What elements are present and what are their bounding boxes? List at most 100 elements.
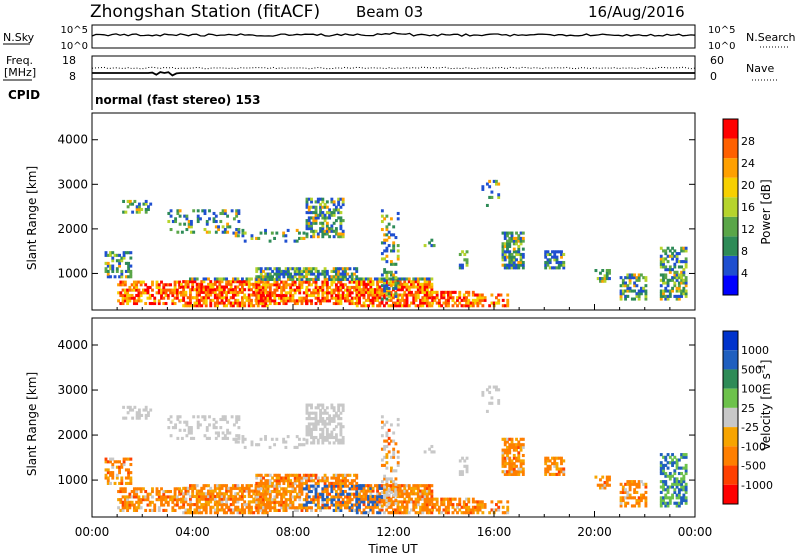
- power-cell: [389, 277, 393, 281]
- velocity-cell: [633, 504, 637, 508]
- power-cell: [392, 241, 396, 245]
- velocity-cell: [492, 385, 496, 389]
- velocity-cell: [321, 403, 325, 407]
- power-cell: [490, 301, 494, 305]
- power-cell: [265, 304, 269, 308]
- power-cell: [407, 280, 411, 284]
- velocity-cell: [259, 508, 263, 512]
- velocity-cell: [245, 503, 249, 507]
- power-cell: [237, 230, 241, 234]
- power-cell: [376, 277, 380, 281]
- velocity-cell: [355, 489, 359, 494]
- velocity-cell: [495, 508, 498, 512]
- power-cell: [202, 290, 206, 294]
- velocity-cell: [497, 388, 501, 392]
- velocity-cell: [405, 500, 409, 504]
- power-cell: [341, 200, 345, 204]
- velocity-cell: [141, 498, 145, 502]
- velocity-cell: [305, 403, 309, 407]
- power-cell: [218, 277, 222, 281]
- velocity-cell: [398, 489, 402, 493]
- power-cell: [433, 296, 437, 300]
- velocity-cell: [385, 493, 389, 497]
- velocity-cell: [332, 408, 336, 413]
- power-cell: [664, 249, 668, 253]
- velocity-cell: [383, 463, 387, 467]
- velocity-cell: [259, 500, 263, 504]
- velocity-cell: [124, 457, 128, 461]
- velocity-cell: [330, 500, 334, 504]
- velocity-cell: [339, 473, 343, 477]
- power-cell: [139, 283, 143, 287]
- power-cell: [305, 272, 308, 276]
- velocity-cell: [300, 476, 304, 480]
- power-cell: [109, 267, 112, 271]
- power-cell: [360, 277, 364, 281]
- velocity-cell: [273, 498, 277, 502]
- velocity-cell: [296, 476, 299, 480]
- velocity-cell: [332, 419, 336, 423]
- velocity-cell: [389, 466, 393, 470]
- power-cell: [238, 280, 242, 284]
- power-cell: [412, 296, 416, 300]
- velocity-cell: [104, 468, 108, 472]
- power-cell: [344, 293, 347, 298]
- velocity-cell: [407, 494, 411, 499]
- power-cell: [305, 224, 309, 228]
- velocity-cell: [243, 500, 247, 504]
- power-cell: [166, 283, 170, 287]
- velocity-cell: [314, 498, 318, 502]
- velocity-cell: [421, 511, 425, 515]
- velocity-cell: [126, 495, 130, 499]
- velocity-cell: [319, 419, 322, 423]
- power-cell: [222, 301, 226, 305]
- velocity-cell: [247, 494, 251, 499]
- power-cell: [671, 254, 674, 258]
- power-cell: [506, 242, 509, 246]
- velocity-cell: [449, 500, 453, 504]
- velocity-cell: [214, 431, 218, 435]
- power-cell: [355, 277, 359, 281]
- velocity-cell: [223, 436, 227, 440]
- velocity-cell: [362, 484, 366, 488]
- power-cell: [137, 288, 141, 292]
- velocity-cell: [157, 492, 161, 496]
- velocity-cell: [314, 417, 318, 421]
- velocity-cell: [227, 489, 231, 493]
- power-cell: [680, 249, 684, 253]
- velocity-cell: [682, 498, 686, 503]
- velocity-cell: [280, 506, 284, 510]
- power-cell: [503, 255, 507, 259]
- velocity-cell: [644, 498, 648, 503]
- velocity-cell: [664, 480, 668, 484]
- power-cell: [222, 288, 226, 292]
- power-cell: [673, 276, 677, 280]
- power-cell: [296, 288, 299, 292]
- power-cell: [605, 268, 609, 273]
- velocity-cell: [262, 506, 265, 510]
- power-cell: [355, 293, 359, 297]
- velocity-cell: [240, 508, 244, 512]
- velocity-cell: [207, 492, 210, 496]
- power-cell: [247, 301, 251, 305]
- power-cell: [328, 213, 332, 217]
- power-cell: [461, 263, 464, 267]
- power-cell: [637, 278, 641, 282]
- velocity-cell: [321, 503, 325, 507]
- velocity-cell: [291, 503, 295, 507]
- power-cell: [396, 285, 400, 289]
- power-cell: [307, 288, 311, 292]
- power-cell: [151, 288, 154, 292]
- velocity-cell: [394, 477, 398, 481]
- power-cell: [488, 179, 492, 183]
- velocity-cell: [321, 435, 325, 440]
- power-cell: [355, 267, 359, 271]
- power-cell: [293, 272, 297, 276]
- velocity-cell: [325, 435, 329, 440]
- velocity-cell: [119, 500, 123, 504]
- power-cell: [378, 280, 382, 284]
- power-cell: [200, 288, 204, 292]
- power-cell: [193, 301, 197, 305]
- power-cell: [346, 272, 350, 276]
- power-cell: [682, 270, 686, 274]
